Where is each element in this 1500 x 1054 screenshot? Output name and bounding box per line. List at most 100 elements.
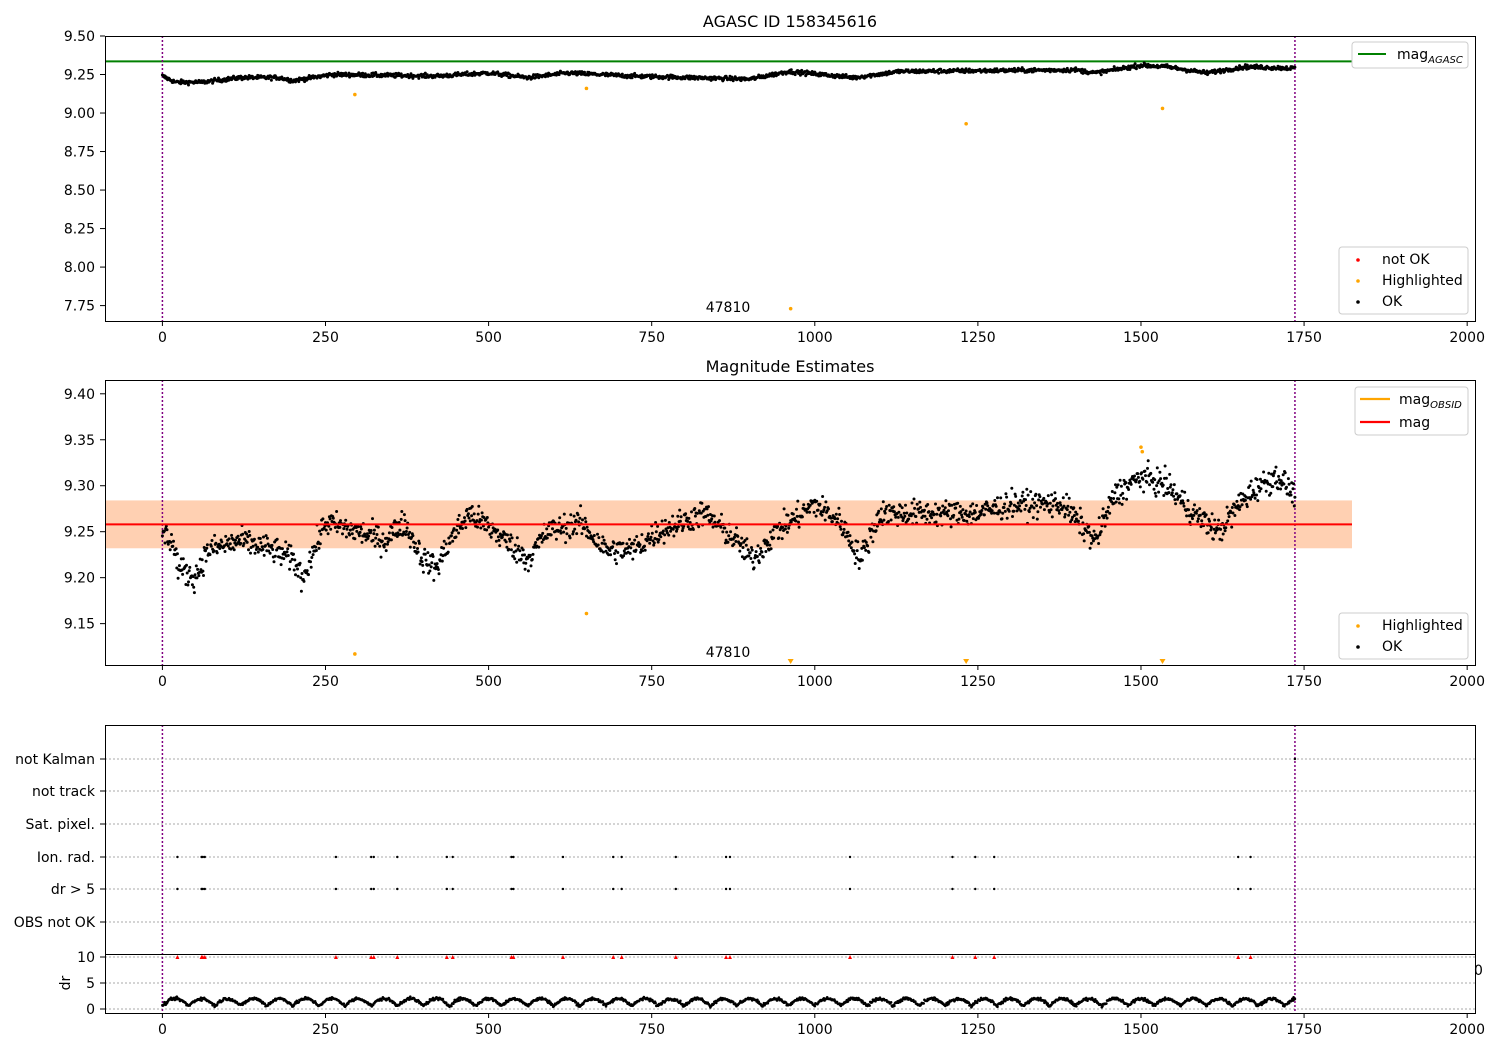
ok-point bbox=[1003, 506, 1006, 509]
ok-point bbox=[186, 584, 189, 587]
ok-point bbox=[527, 569, 530, 572]
ok-point bbox=[850, 546, 853, 549]
ok-point bbox=[1168, 473, 1171, 476]
ok-point bbox=[584, 517, 587, 520]
ok-point bbox=[575, 519, 578, 522]
dr-point bbox=[996, 1006, 999, 1009]
ok-point bbox=[1162, 484, 1165, 487]
ok-point bbox=[1120, 485, 1123, 488]
ok-point bbox=[376, 533, 379, 536]
panel-2-xtick-label: 2000 bbox=[1449, 674, 1485, 690]
ok-point bbox=[315, 549, 318, 552]
ok-point bbox=[537, 546, 540, 549]
ok-point bbox=[837, 507, 840, 510]
ok-point bbox=[842, 531, 845, 534]
ok-point bbox=[259, 537, 262, 540]
highlighted-point bbox=[353, 93, 357, 97]
ok-point bbox=[1025, 488, 1028, 491]
panel-2-ytick-label: 9.40 bbox=[64, 387, 95, 403]
ok-point bbox=[858, 567, 861, 570]
ok-point bbox=[261, 548, 264, 551]
ok-point bbox=[509, 540, 512, 543]
ok-point bbox=[1291, 501, 1294, 504]
ok-point bbox=[840, 520, 843, 523]
ok-point bbox=[794, 520, 797, 523]
ok-point bbox=[1277, 487, 1280, 490]
ok-point bbox=[1042, 497, 1045, 500]
ok-point bbox=[1125, 481, 1128, 484]
ok-point bbox=[687, 517, 690, 520]
ok-point bbox=[449, 541, 452, 544]
ok-point bbox=[601, 535, 604, 538]
ok-point bbox=[678, 509, 681, 512]
ok-point bbox=[980, 512, 983, 515]
highlighted-point bbox=[789, 307, 793, 311]
ok-point bbox=[334, 526, 337, 529]
ok-point bbox=[555, 538, 558, 541]
ok-point bbox=[376, 542, 379, 545]
ok-point bbox=[1271, 485, 1274, 488]
highlighted-point bbox=[1140, 450, 1144, 454]
ok-point bbox=[861, 559, 864, 562]
ok-point bbox=[287, 554, 290, 557]
ok-point bbox=[1282, 483, 1285, 486]
ok-point bbox=[436, 562, 439, 565]
ok-point bbox=[1023, 508, 1026, 511]
ok-point bbox=[625, 542, 628, 545]
ok-point bbox=[443, 540, 446, 543]
ok-point bbox=[824, 500, 827, 503]
ok-point bbox=[972, 517, 975, 520]
ok-point bbox=[700, 502, 703, 505]
ok-point bbox=[1224, 526, 1227, 529]
ok-point bbox=[318, 547, 321, 550]
ok-point bbox=[193, 591, 196, 594]
ion-rad-flag-point bbox=[1249, 856, 1251, 858]
ok-point bbox=[736, 535, 739, 538]
ok-point bbox=[834, 517, 837, 520]
ok-point bbox=[1209, 529, 1212, 532]
ok-point bbox=[1272, 474, 1275, 477]
ok-point bbox=[1137, 476, 1140, 479]
dr-gt-5-flag-point bbox=[176, 888, 178, 890]
panel-1-ytick-label: 9.50 bbox=[64, 29, 95, 45]
ok-point bbox=[211, 539, 214, 542]
dr-point bbox=[868, 1004, 871, 1007]
dr-gt-5-flag-point bbox=[993, 888, 995, 890]
ok-point bbox=[753, 566, 756, 569]
ok-point bbox=[766, 544, 769, 547]
dr-points bbox=[161, 995, 1296, 1008]
ok-point bbox=[569, 513, 572, 516]
ok-point bbox=[944, 506, 947, 509]
ok-point bbox=[234, 539, 237, 542]
ok-point bbox=[282, 557, 285, 560]
ok-point bbox=[894, 516, 897, 519]
ok-point bbox=[371, 517, 374, 520]
ok-point bbox=[511, 536, 514, 539]
ok-point bbox=[621, 73, 624, 76]
ok-point bbox=[1244, 499, 1247, 502]
ok-point bbox=[783, 507, 786, 510]
ok-point bbox=[367, 535, 370, 538]
ok-point bbox=[406, 527, 409, 530]
ion-rad-flag-point bbox=[993, 856, 995, 858]
ok-point bbox=[1068, 497, 1071, 500]
ion-rad-flag-point bbox=[370, 856, 372, 858]
ok-point bbox=[1196, 509, 1199, 512]
ok-point bbox=[1008, 510, 1011, 513]
ok-point bbox=[1158, 471, 1161, 474]
ok-point bbox=[1175, 492, 1178, 495]
ok-point bbox=[1246, 505, 1249, 508]
dr-gt-5-flag-point bbox=[729, 888, 731, 890]
ok-point bbox=[710, 517, 713, 520]
dr-gt-5-flag-point bbox=[951, 888, 953, 890]
ok-point bbox=[792, 513, 795, 516]
ok-point bbox=[918, 501, 921, 504]
ok-point bbox=[197, 574, 200, 577]
ok-point bbox=[329, 528, 332, 531]
ok-point bbox=[1106, 517, 1109, 520]
ok-point bbox=[178, 564, 181, 567]
panel-2-xtick-label: 250 bbox=[312, 674, 339, 690]
ok-point bbox=[802, 503, 805, 506]
ok-point bbox=[1233, 514, 1236, 517]
